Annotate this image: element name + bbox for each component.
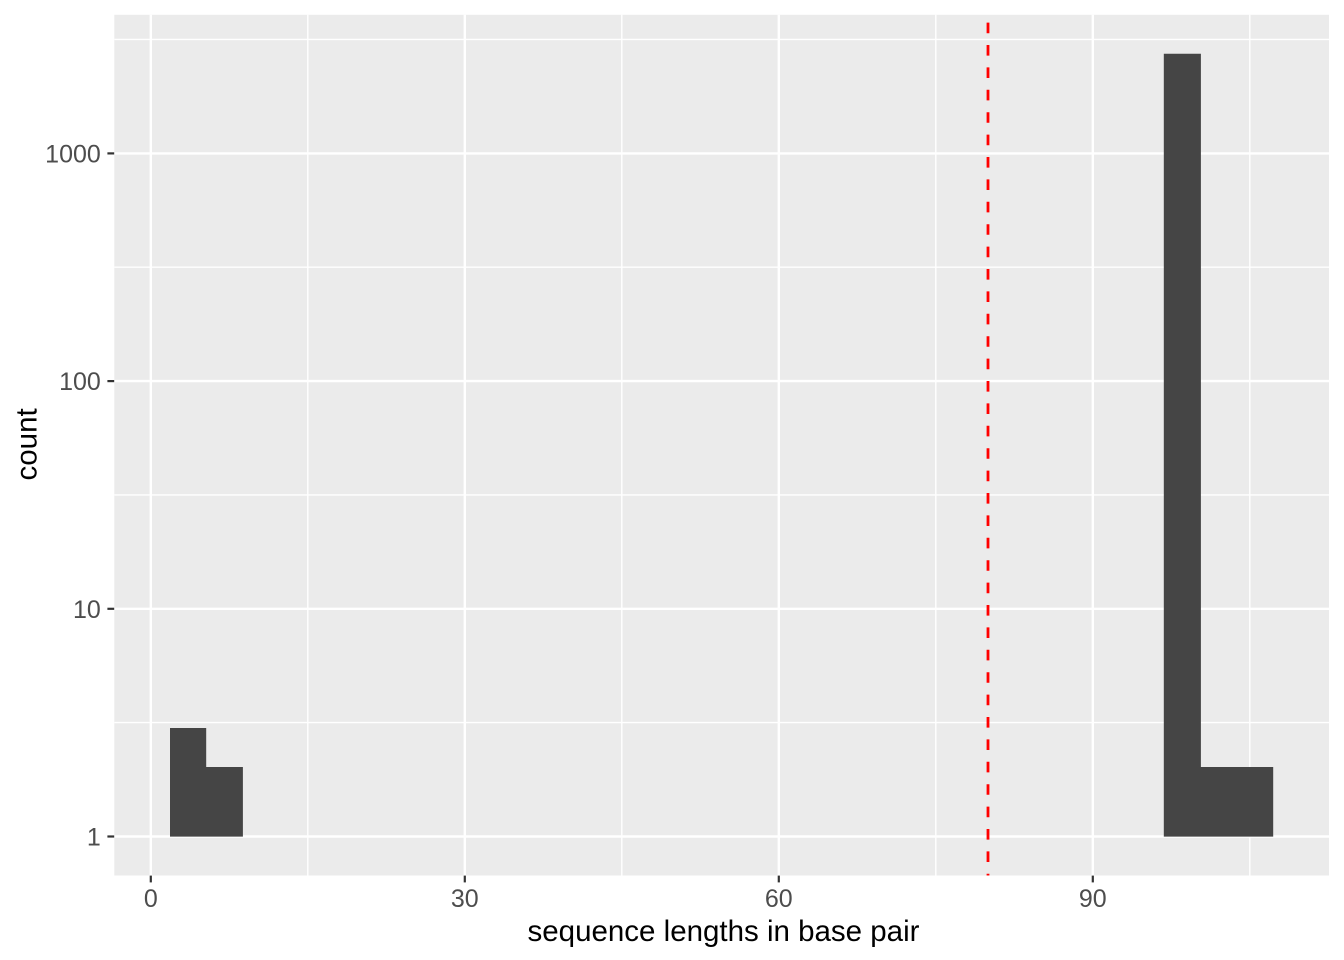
- svg-text:sequence lengths in base pair: sequence lengths in base pair: [528, 915, 920, 948]
- svg-text:0: 0: [144, 885, 158, 913]
- svg-text:100: 100: [59, 368, 101, 396]
- svg-text:count: count: [10, 408, 43, 480]
- svg-text:30: 30: [451, 885, 479, 913]
- svg-text:1000: 1000: [45, 141, 101, 169]
- svg-text:60: 60: [765, 885, 793, 913]
- svg-text:90: 90: [1079, 885, 1107, 913]
- svg-text:1: 1: [87, 824, 101, 852]
- svg-text:10: 10: [73, 596, 101, 624]
